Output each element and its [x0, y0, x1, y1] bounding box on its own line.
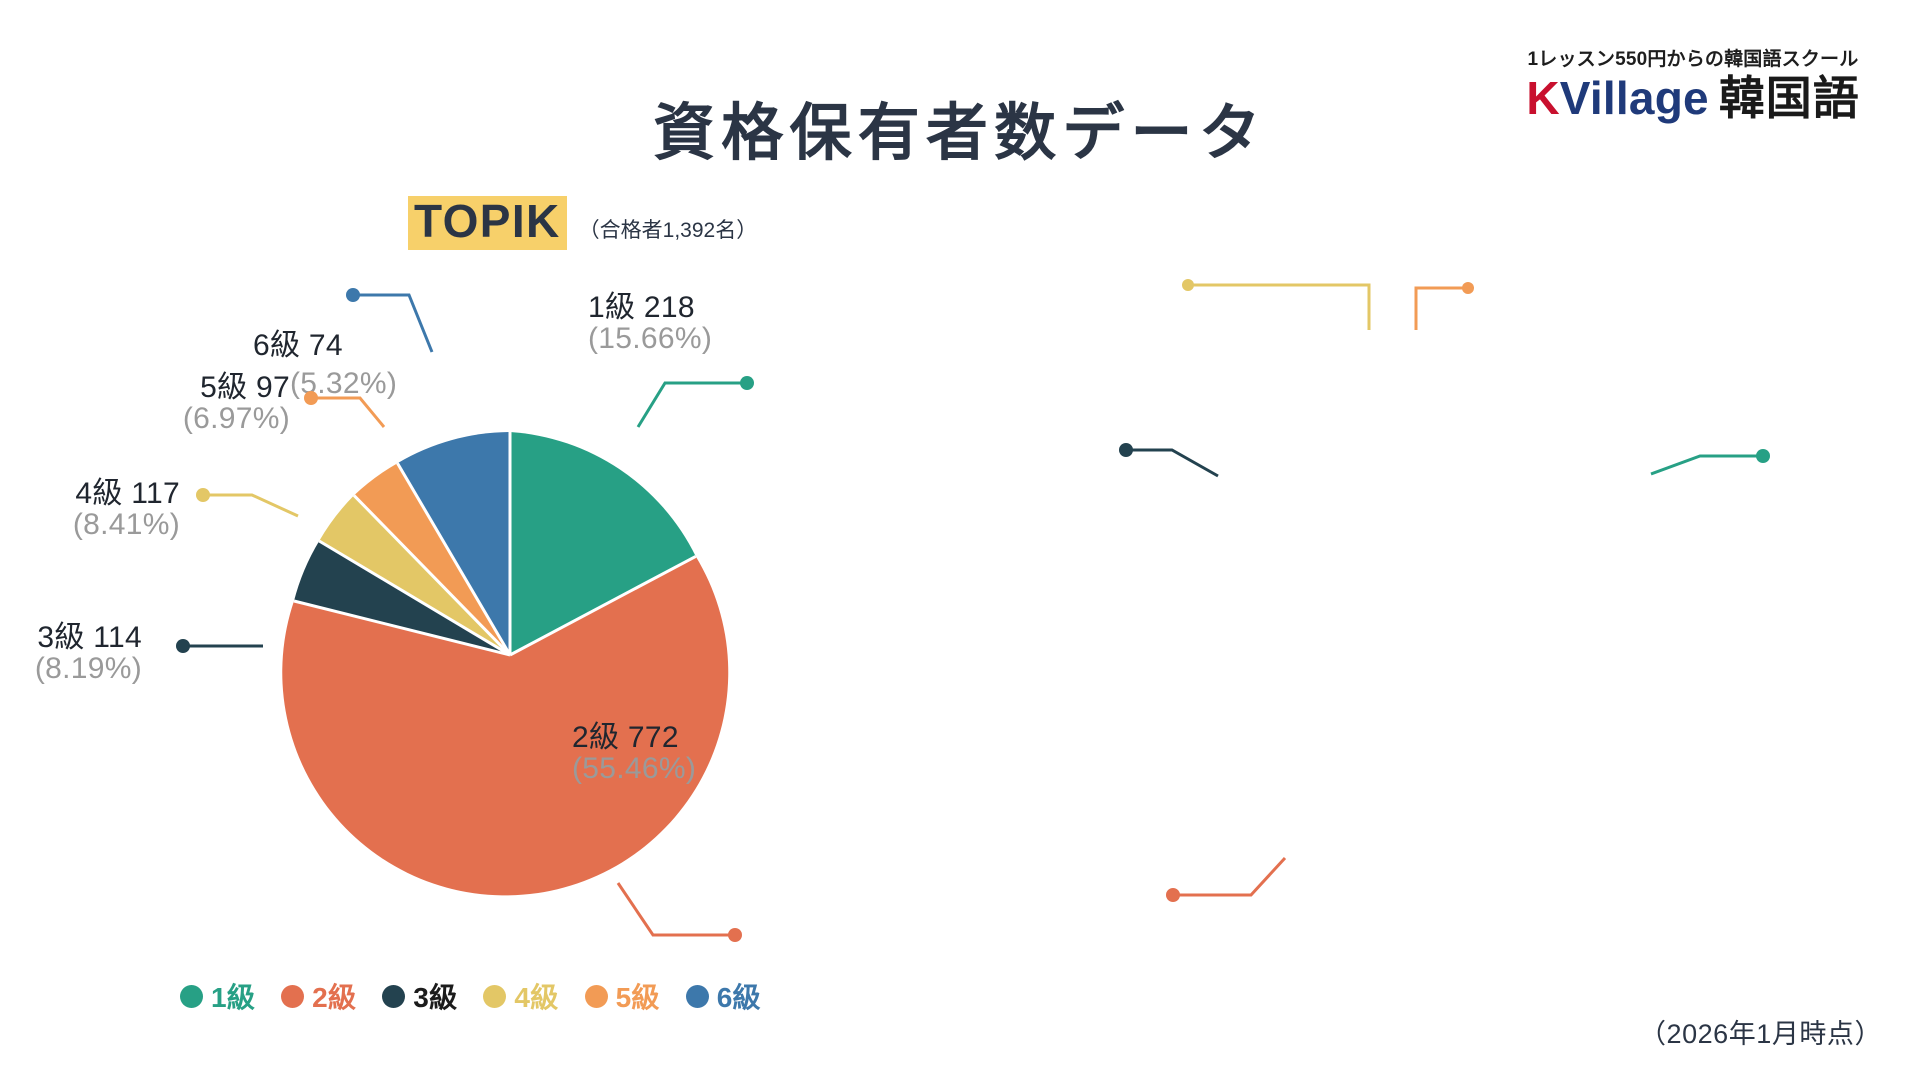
- pie-slice-topik-3kyu[interactable]: [294, 541, 510, 655]
- legend-topik: 1級 2級 3級 4級 5級 6級: [180, 976, 761, 1016]
- pie-slice-topik-4kyu[interactable]: [319, 495, 510, 655]
- legend-item-topik-3[interactable]: 4級: [483, 976, 558, 1016]
- chart-subtitle-topik: （合格者1,392名）: [578, 219, 758, 242]
- page-title: 資格保有者数データ: [653, 99, 1267, 168]
- legend-item-topik-4[interactable]: 5級: [584, 976, 660, 1016]
- pie-slice-separators-topik: [293, 432, 697, 657]
- pie-slice-topik-1kyu[interactable]: [510, 432, 696, 655]
- pie-slice-topik-2kyu[interactable]: [282, 556, 729, 896]
- callout-topik-6kyu: 6級 74: [253, 329, 343, 362]
- brand-logo: 1レッスン550円からの韓国語スクール KVillage 韓国語: [1508, 44, 1878, 121]
- callout-topik-2kyu: 2級 772 (55.46%): [572, 721, 697, 786]
- brand-letter-k: K: [1526, 72, 1560, 124]
- legend-item-topik-5[interactable]: 6級: [685, 976, 761, 1016]
- callout-topik-4kyu: 4級 117 (8.41%): [72, 477, 180, 542]
- pie-slice-topik-5kyu[interactable]: [354, 463, 510, 655]
- pie-chart-topik: [282, 430, 735, 896]
- chart-panel-hangul: ハングル検定 （合格者719名）: [960, 0, 1920, 1080]
- legend-item-topik-1[interactable]: 2級: [281, 976, 356, 1016]
- legend-dot-icon: [483, 984, 507, 1008]
- chart-title-topik: TOPIK: [408, 195, 567, 250]
- callout-topik-5kyu: 5級 97 (6.97%): [182, 371, 290, 436]
- footer-note: （2026年1月時点）: [1638, 1019, 1882, 1049]
- legend-dot-icon: [584, 984, 608, 1008]
- callout-hangul-jun2kyu: 準2級 23 （3. 20%）: [1900, 256, 1920, 305]
- chart-panel-topik: TOPIK （合格者1,392名）: [34, 195, 761, 1016]
- legend-dot-icon: [281, 984, 305, 1008]
- brand-word-village: Village: [1559, 72, 1709, 124]
- legend-item-topik-2[interactable]: 3級: [382, 976, 457, 1016]
- legend-dot-icon: [382, 984, 406, 1008]
- pie-svg-topik: [282, 432, 729, 896]
- chart-header-topik: TOPIK （合格者1,392名）: [408, 195, 758, 250]
- brand-tagline: 1レッスン550円からの韓国語スクール: [1527, 49, 1859, 70]
- brand-wordmark: KVillage 韓国語: [1508, 75, 1878, 121]
- legend-dot-icon: [685, 984, 709, 1008]
- callout-topik-1kyu: 1級 218 (15.66%): [588, 291, 713, 356]
- brand-word-korean: 韓国語: [1718, 72, 1860, 124]
- legend-dot-icon: [180, 984, 203, 1008]
- callout-hangul-4kyu: 4級 247 (34.35%): [1820, 862, 1920, 924]
- callout-topik-6kyu-percent: (5.32%): [290, 367, 398, 400]
- legend-item-topik-0[interactable]: 1級: [180, 976, 255, 1016]
- pie-slice-topik-6kyu[interactable]: [397, 432, 511, 655]
- callout-topik-3kyu: 3級 114 (8.19%): [34, 621, 142, 686]
- callout-hangul-3kyu: 3級 152 (21.14%): [1760, 332, 1920, 394]
